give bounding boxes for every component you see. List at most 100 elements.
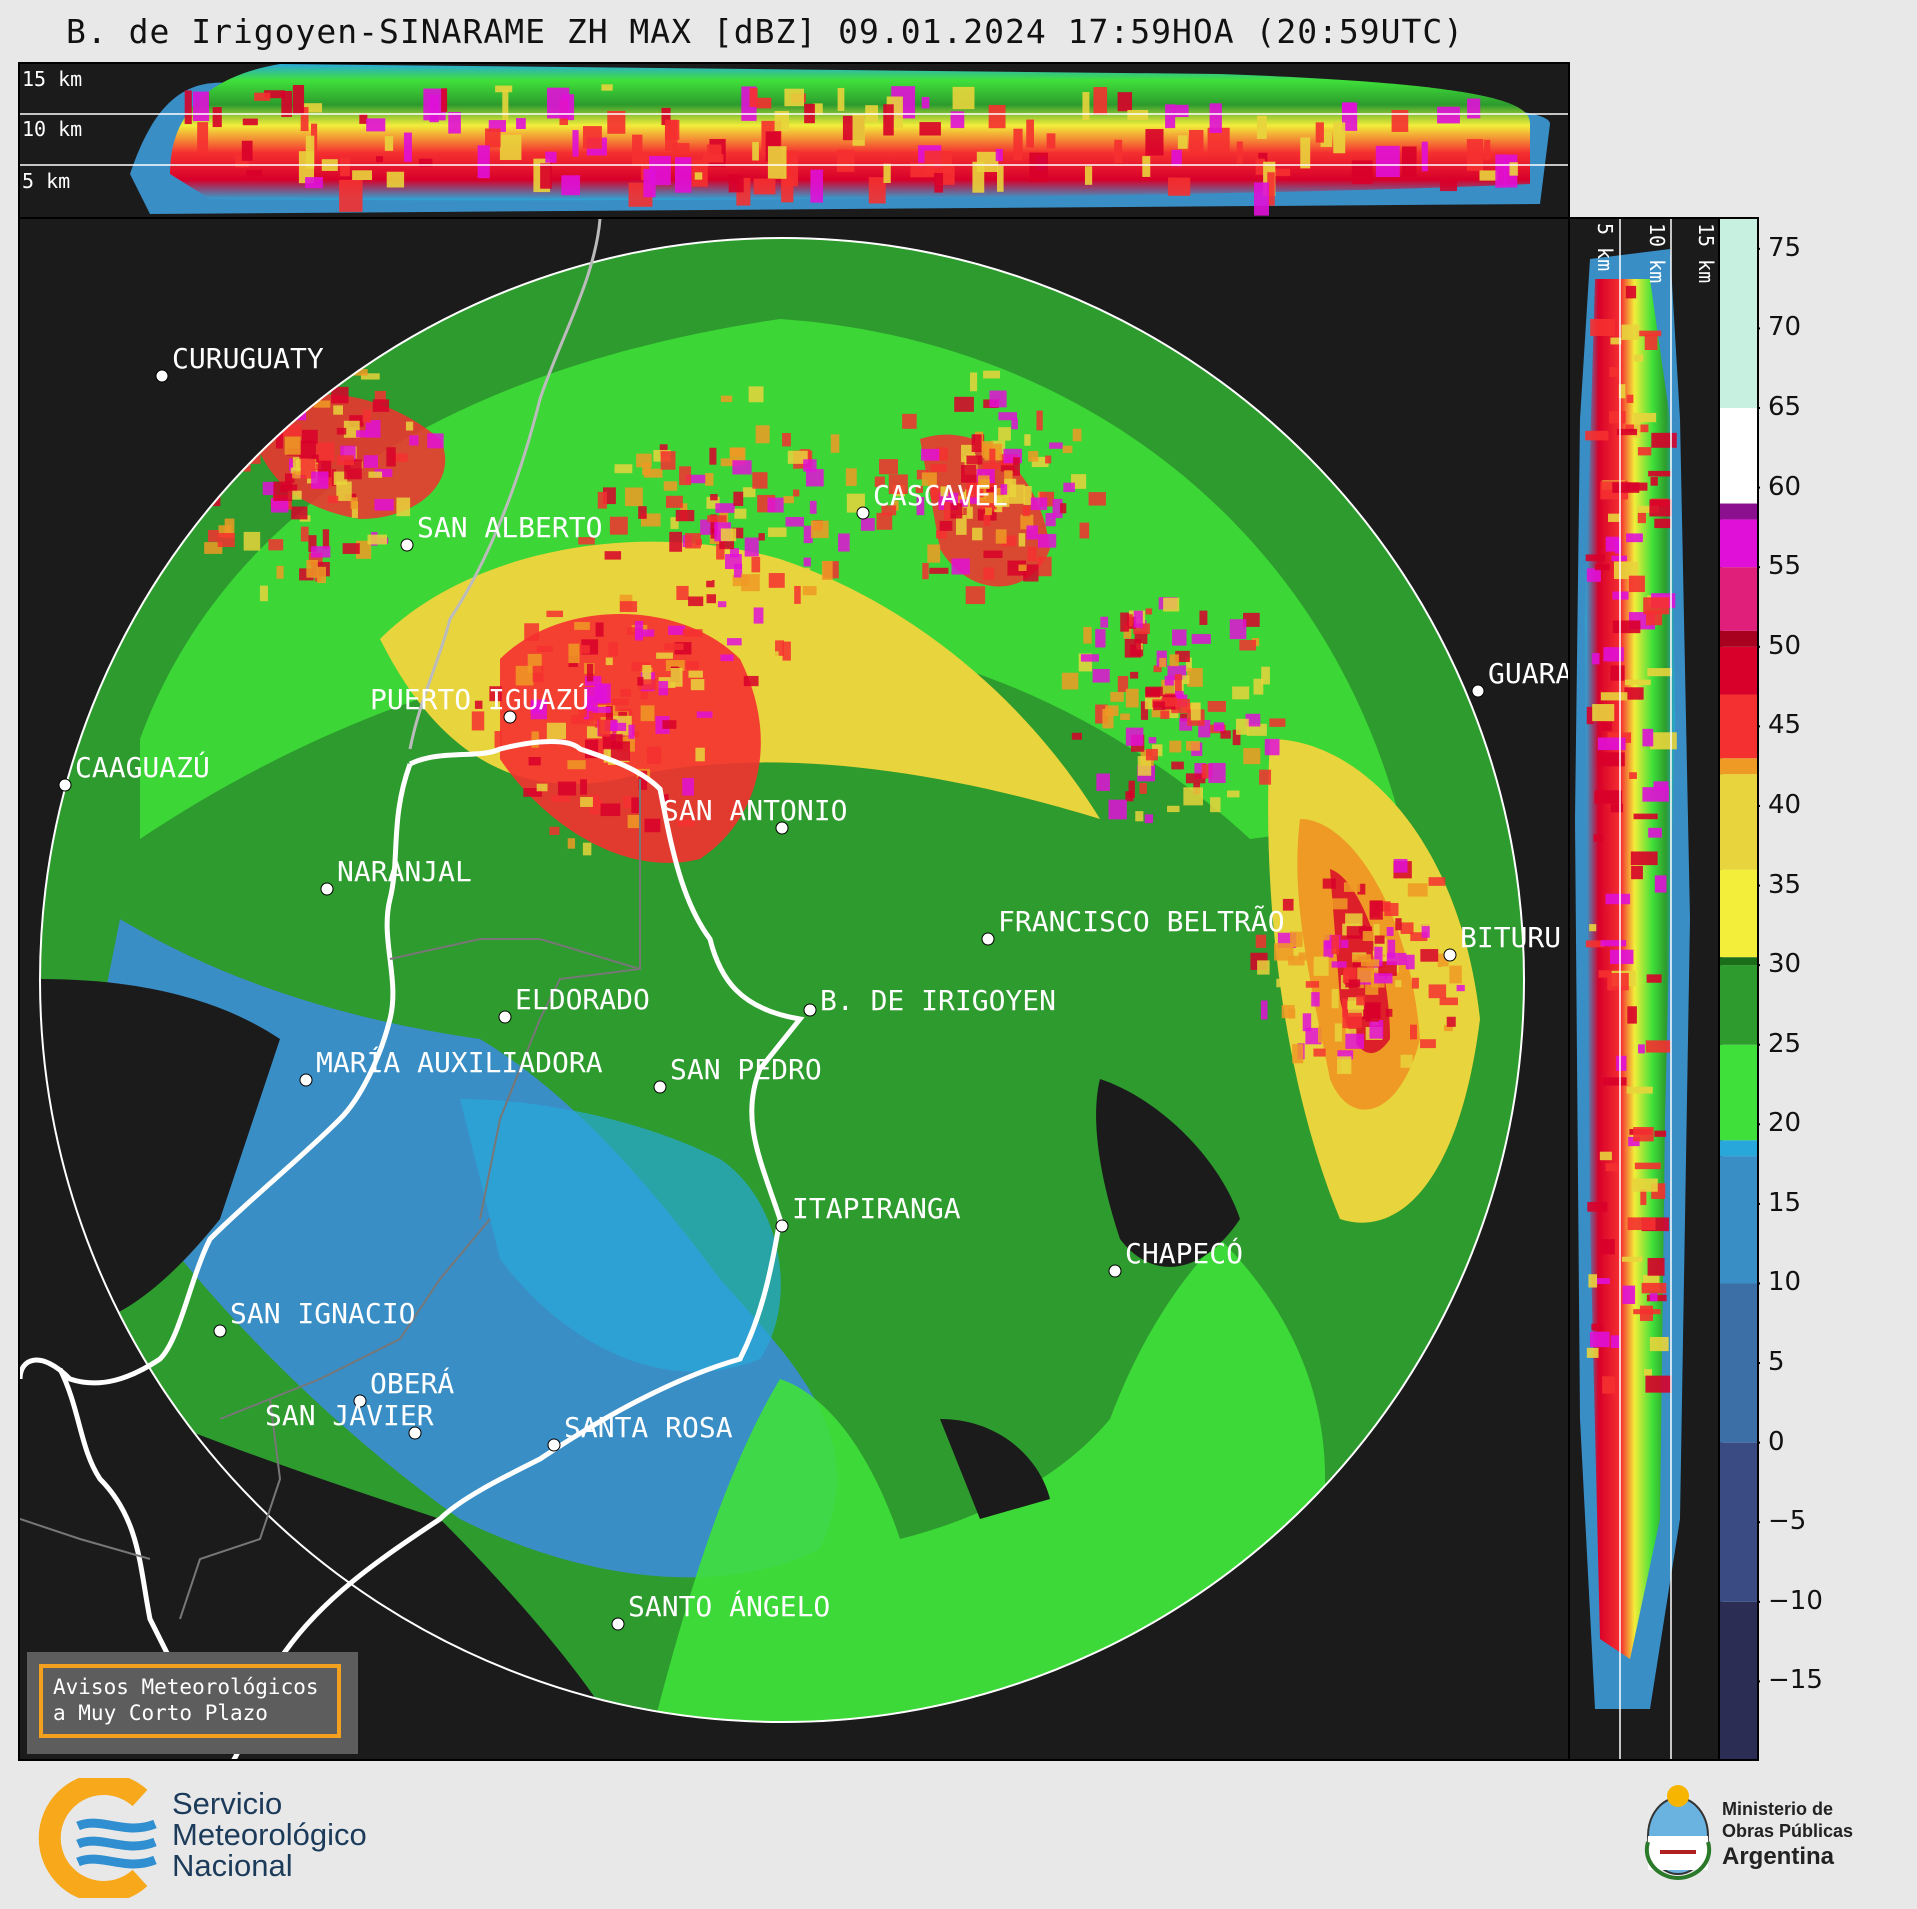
echo-cell bbox=[1631, 865, 1643, 880]
echo-cell bbox=[1315, 122, 1324, 143]
echo-cell bbox=[356, 430, 369, 438]
echo-cell bbox=[1634, 1162, 1661, 1170]
height-label-15km: 15 km bbox=[22, 67, 82, 91]
echo-cell bbox=[1062, 445, 1073, 454]
echo-cell bbox=[211, 458, 231, 472]
city-marker[interactable]: B. DE IRIGOYEN bbox=[803, 984, 1056, 1017]
echo-cell bbox=[1227, 790, 1240, 798]
city-marker[interactable]: NARANJAL bbox=[320, 855, 472, 896]
city-marker[interactable]: SAN JAVIER bbox=[265, 1399, 434, 1440]
echo-cell bbox=[1466, 139, 1484, 171]
city-marker[interactable]: SAN PEDRO bbox=[653, 1053, 822, 1094]
echo-cell bbox=[1343, 882, 1361, 892]
city-label: SANTA ROSA bbox=[564, 1411, 733, 1444]
city-marker[interactable]: GUARA bbox=[1471, 657, 1570, 698]
city-dot bbox=[547, 1438, 561, 1452]
echo-cell bbox=[1586, 706, 1594, 725]
echo-cell bbox=[1199, 610, 1208, 625]
echo-cell bbox=[679, 466, 692, 486]
city-marker[interactable]: SAN ANTONIO bbox=[662, 794, 847, 835]
echo-cell bbox=[1120, 713, 1130, 721]
echo-cell bbox=[567, 760, 586, 770]
city-marker[interactable]: CURUGUATY bbox=[155, 342, 324, 383]
echo-cell bbox=[311, 454, 319, 463]
echo-cell bbox=[1027, 546, 1037, 562]
city-dot bbox=[58, 778, 72, 792]
echo-cell bbox=[1610, 803, 1623, 813]
echo-cell bbox=[1594, 790, 1623, 804]
city-marker[interactable]: BITURU bbox=[1443, 921, 1561, 962]
alerts-box[interactable]: Avisos Meteorológicos a Muy Corto Plazo bbox=[27, 1652, 358, 1754]
echo-cell bbox=[1643, 1369, 1653, 1376]
echo-cell bbox=[1437, 953, 1449, 968]
echo-cell bbox=[972, 527, 983, 541]
echo-cell bbox=[682, 629, 703, 637]
echo-cell bbox=[586, 663, 594, 682]
echo-cell bbox=[1036, 410, 1043, 431]
echo-cell bbox=[1594, 1278, 1610, 1285]
echo-cell bbox=[983, 567, 995, 580]
echo-cell bbox=[976, 151, 999, 172]
city-marker[interactable]: MARÍA AUXILIADORA bbox=[299, 1045, 603, 1087]
echo-cell bbox=[1642, 787, 1669, 802]
echo-cell bbox=[392, 453, 408, 462]
echo-cell bbox=[333, 405, 343, 415]
echo-cell bbox=[580, 645, 590, 654]
colorbar-tick-label: 55 bbox=[1768, 551, 1802, 582]
echo-cell bbox=[939, 520, 953, 531]
echo-cell bbox=[1644, 334, 1658, 351]
city-label: PUERTO IGUAZÚ bbox=[370, 682, 589, 716]
colorbar-band bbox=[1719, 965, 1758, 1045]
city-marker[interactable]: FRANCISCO BELTRÃO bbox=[981, 905, 1285, 946]
echo-cell bbox=[1114, 139, 1123, 163]
echo-cell bbox=[580, 779, 587, 795]
echo-cell bbox=[265, 328, 277, 340]
echo-cell bbox=[1357, 883, 1366, 895]
city-marker[interactable]: ELDORADO bbox=[498, 983, 650, 1024]
echo-cell bbox=[339, 179, 363, 212]
echo-cell bbox=[1274, 889, 1284, 896]
city-marker[interactable]: SAN ALBERTO bbox=[400, 511, 602, 552]
city-marker[interactable]: SANTA ROSA bbox=[547, 1411, 733, 1452]
colorbar-band bbox=[1719, 1283, 1758, 1443]
city-marker[interactable]: SANTO ÁNGELO bbox=[611, 1589, 830, 1631]
echo-cell bbox=[989, 448, 996, 464]
echo-cell bbox=[1124, 638, 1142, 658]
echo-cell bbox=[336, 481, 352, 501]
city-marker[interactable]: SAN IGNACIO bbox=[213, 1297, 415, 1338]
echo-cell bbox=[1356, 995, 1365, 1006]
echo-cell bbox=[477, 145, 490, 179]
echo-cell bbox=[783, 496, 795, 504]
echo-cell bbox=[656, 652, 673, 659]
echo-cell bbox=[1495, 154, 1506, 188]
echo-cell bbox=[1628, 1136, 1640, 1147]
city-marker[interactable]: ITAPIRANGA bbox=[775, 1192, 961, 1233]
echo-cell bbox=[1358, 926, 1373, 934]
echo-cell bbox=[618, 711, 628, 719]
echo-cell bbox=[782, 641, 791, 661]
city-marker[interactable]: CASCAVEL bbox=[856, 479, 1008, 520]
echo-cell bbox=[1632, 1178, 1658, 1192]
echo-cell bbox=[528, 757, 541, 766]
echo-cell bbox=[1260, 1000, 1268, 1020]
echo-cell bbox=[1142, 156, 1151, 177]
echo-cell bbox=[1625, 285, 1637, 299]
echo-cell bbox=[1173, 104, 1189, 118]
echo-cell bbox=[998, 427, 1011, 441]
echo-cell bbox=[220, 411, 229, 418]
city-marker[interactable]: OBERÁ bbox=[353, 1366, 454, 1408]
echo-cell bbox=[646, 746, 662, 764]
echo-cell bbox=[720, 458, 738, 467]
city-marker[interactable]: CAAGUAZÚ bbox=[58, 750, 210, 792]
echo-cell bbox=[916, 496, 925, 516]
echo-cell bbox=[753, 607, 764, 624]
city-marker[interactable]: CHAPECÓ bbox=[1108, 1236, 1243, 1278]
echo-cell bbox=[598, 719, 611, 737]
city-dot bbox=[498, 1010, 512, 1024]
echo-cell bbox=[1586, 1347, 1599, 1358]
echo-cell bbox=[1190, 702, 1201, 721]
echo-cell bbox=[584, 687, 602, 701]
city-marker[interactable]: PUERTO IGUAZÚ bbox=[370, 682, 589, 724]
echo-cell bbox=[632, 134, 643, 167]
colorbar-tick-label: 65 bbox=[1768, 392, 1802, 422]
